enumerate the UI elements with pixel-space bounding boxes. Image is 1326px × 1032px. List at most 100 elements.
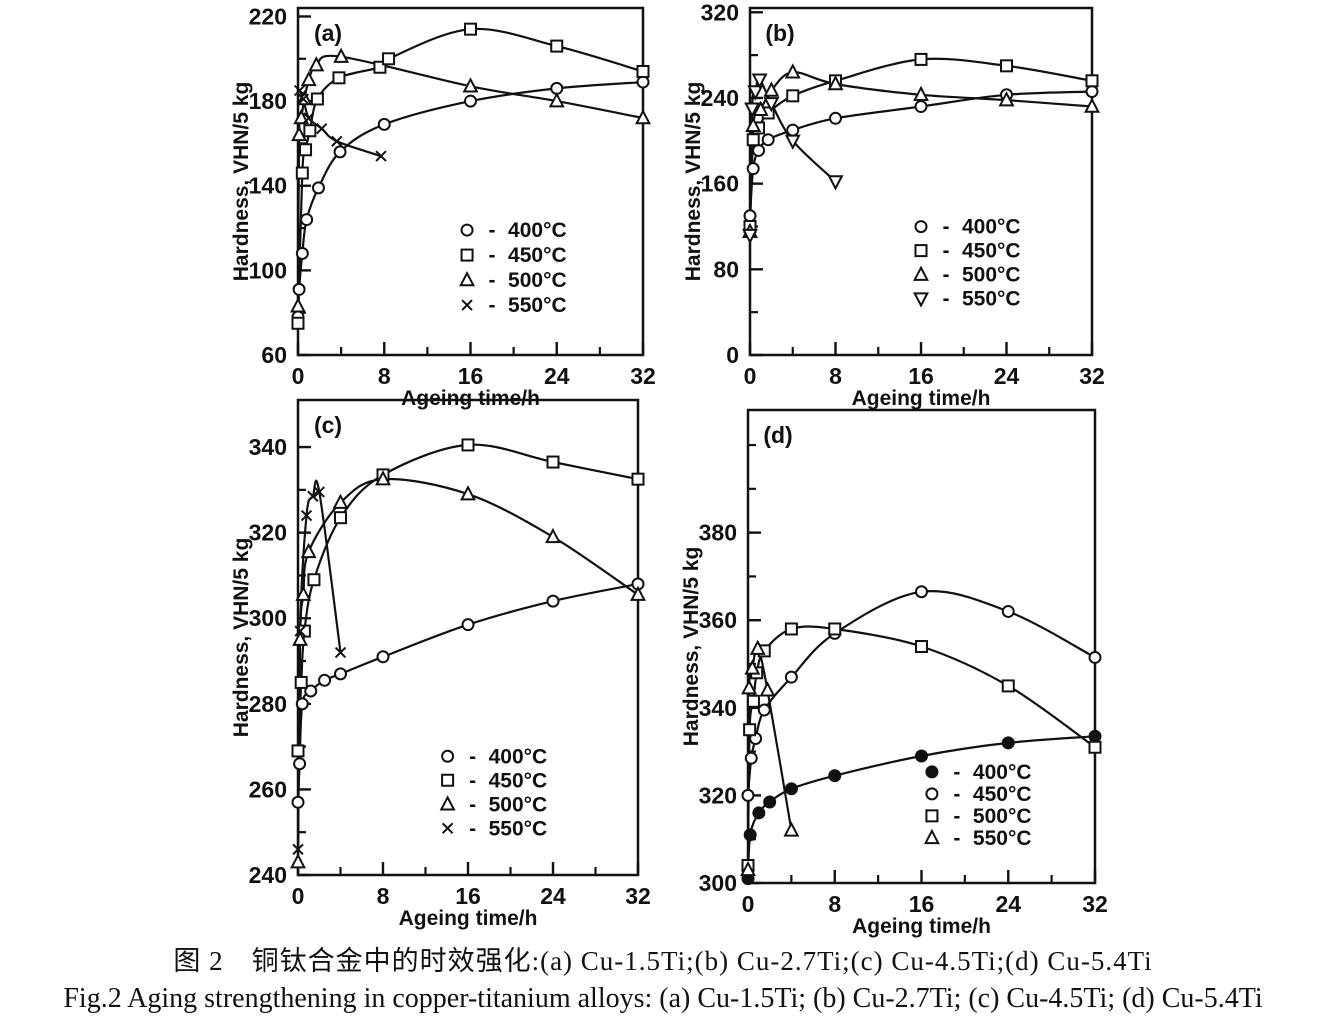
legend-item: -450°C <box>914 240 1021 263</box>
data-point-marker <box>783 821 800 837</box>
legend-label: 450°C <box>962 240 1021 263</box>
legend: -400°C- 450°C- 500°C- 550°C <box>459 219 567 317</box>
x-tick-label: 24 <box>540 883 566 909</box>
y-tick-label: 340 <box>699 695 737 721</box>
y-tick-label: 320 <box>249 520 287 546</box>
x-tick-label: 24 <box>544 363 570 389</box>
data-point-marker <box>382 52 396 66</box>
data-point-marker <box>461 618 475 632</box>
x-tick-label: 32 <box>1082 891 1108 917</box>
legend-separator: - <box>469 769 476 792</box>
panel-label: (d) <box>763 422 792 448</box>
data-point-marker <box>373 60 387 74</box>
data-point-marker <box>441 822 454 834</box>
legend-label: 400°C <box>508 219 567 242</box>
data-point-marker <box>291 125 308 142</box>
data-point-marker <box>827 175 844 191</box>
data-point-marker <box>763 795 777 809</box>
data-point-marker <box>744 751 758 765</box>
data-point-marker <box>441 749 455 763</box>
data-point-marker <box>462 77 479 93</box>
data-point-marker <box>630 585 646 601</box>
y-tick-label: 280 <box>249 691 287 717</box>
legend-label: 450°C <box>973 783 1032 806</box>
data-point-marker <box>829 111 842 125</box>
legend-label: 550°C <box>962 288 1021 311</box>
caption-english: Fig.2 Aging strengthening in copper-tita… <box>63 983 1263 1014</box>
legend-separator: - <box>953 783 960 806</box>
data-point-marker <box>332 71 346 85</box>
data-point-marker <box>786 89 800 103</box>
x-tick-label: 24 <box>994 363 1020 389</box>
legend-item: -500°C <box>925 805 1032 828</box>
data-point-marker <box>295 246 309 260</box>
y-tick-label: 60 <box>261 342 287 368</box>
data-point-marker <box>743 723 757 737</box>
data-point-marker <box>744 659 761 675</box>
data-point-marker <box>828 622 842 636</box>
data-point-marker <box>308 56 325 72</box>
data-point-marker <box>925 765 939 779</box>
series-curve-500°C <box>296 54 645 308</box>
data-point-marker <box>292 843 304 855</box>
data-point-marker <box>459 271 476 287</box>
y-axis-title: Hardness, VHN/5 kg <box>682 82 705 282</box>
data-point-marker <box>914 100 928 114</box>
data-point-marker <box>375 150 387 162</box>
chart-a: 60 100 140 180 220 0 8 16 24 32 Ageing time/h Hardn… <box>230 3 656 410</box>
y-tick-label: 300 <box>699 870 737 896</box>
data-point-marker <box>752 143 766 157</box>
x-axis-title: Ageing time/h <box>401 387 540 410</box>
data-point-marker <box>291 795 305 809</box>
data-point-marker <box>743 209 757 223</box>
data-point-marker <box>316 122 328 135</box>
series-curve-400°C <box>748 90 1094 217</box>
legend-label: 500°C <box>962 264 1021 287</box>
y-tick-label: 360 <box>699 607 737 633</box>
data-point-marker <box>334 511 347 525</box>
series-curve-400°C <box>746 735 1097 880</box>
legend-label: 550°C <box>973 827 1032 850</box>
data-point-marker <box>464 22 477 36</box>
legend-separator: - <box>489 219 496 242</box>
x-tick-label: 0 <box>742 891 755 917</box>
legend-label: 500°C <box>489 793 548 816</box>
data-point-marker <box>746 694 760 708</box>
data-point-marker <box>749 639 766 655</box>
data-point-marker <box>1088 650 1102 664</box>
y-tick-label: 260 <box>249 776 287 802</box>
legend-separator: - <box>489 269 496 292</box>
legend: -400°C- 450°C- 500°C- 550°C <box>439 745 548 840</box>
x-tick-label: 32 <box>625 883 651 909</box>
chart-b: 0 80 160 240 320 0 8 16 24 32 Ageing time/h Hardnes… <box>682 0 1105 410</box>
data-point-marker <box>784 782 798 796</box>
x-axis-title: Ageing time/h <box>852 387 991 410</box>
data-point-marker <box>923 828 940 845</box>
legend-item: -450°C <box>460 244 567 267</box>
legend-label: 500°C <box>973 805 1032 828</box>
data-point-marker <box>297 93 310 105</box>
data-point-marker <box>461 299 473 311</box>
series-curve-400°C <box>296 582 640 804</box>
legend-item: -550°C <box>461 294 567 317</box>
data-point-marker <box>291 744 305 758</box>
data-point-marker <box>293 84 306 97</box>
data-point-marker <box>307 490 319 502</box>
data-point-marker <box>304 684 318 698</box>
data-point-marker <box>318 673 332 687</box>
series-curve-550°C <box>296 479 342 851</box>
y-tick-label: 240 <box>701 85 739 111</box>
data-point-marker <box>913 85 929 101</box>
data-point-marker <box>300 542 317 559</box>
legend-item: -500°C <box>439 793 548 816</box>
x-tick-label: 0 <box>292 363 305 389</box>
data-point-marker <box>1001 736 1015 750</box>
legend-separator: - <box>953 827 960 850</box>
y-tick-label: 320 <box>699 782 737 808</box>
data-point-marker <box>294 675 308 689</box>
data-point-marker <box>303 124 317 138</box>
panel-label: (b) <box>765 20 794 46</box>
legend-label: 550°C <box>508 294 567 317</box>
data-point-marker <box>460 248 474 262</box>
series-curve-500°C <box>746 625 1097 867</box>
